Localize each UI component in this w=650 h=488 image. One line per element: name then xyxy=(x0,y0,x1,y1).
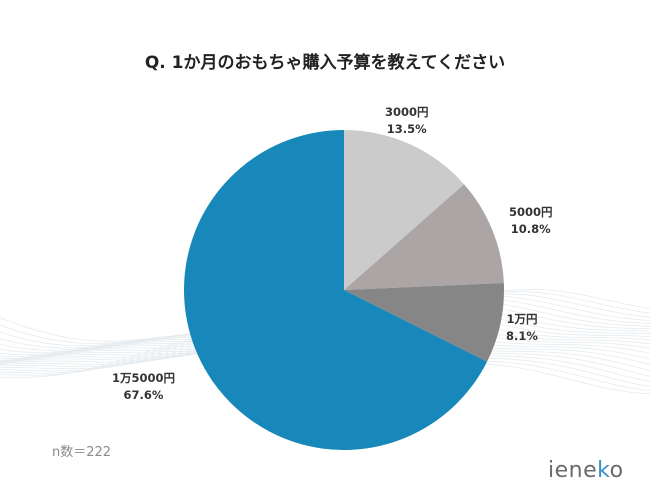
pie-slice-0 xyxy=(344,130,465,290)
slice-label-value: 8.1% xyxy=(506,329,538,343)
slice-label-name: 5000円 xyxy=(509,205,553,219)
brand-logo: ieneko xyxy=(548,458,624,483)
pie-slice-1 xyxy=(344,184,504,290)
sample-size-note: n数＝222 xyxy=(52,445,112,460)
brand-logo-text: ieneko xyxy=(548,458,624,483)
slice-label-name: 3000円 xyxy=(385,105,429,119)
slice-label-name: 1万円 xyxy=(506,312,538,326)
slice-label-name: 1万5000円 xyxy=(112,371,176,385)
slice-label-value: 67.6% xyxy=(123,388,164,402)
slice-label-value: 10.8% xyxy=(510,222,551,236)
slice-label-value: 13.5% xyxy=(386,122,427,136)
slice-label-5000: 5000円 10.8% xyxy=(509,204,553,238)
pie-slice-3 xyxy=(183,130,488,451)
slice-label-3000: 3000円 13.5% xyxy=(385,104,429,138)
pie-slice-2 xyxy=(344,282,505,362)
chart-title: Q. 1か月のおもちゃ購入予算を教えてください xyxy=(144,53,506,73)
slice-label-10000: 1万円 8.1% xyxy=(506,311,538,345)
slice-label-15000: 1万5000円 67.6% xyxy=(112,370,175,404)
